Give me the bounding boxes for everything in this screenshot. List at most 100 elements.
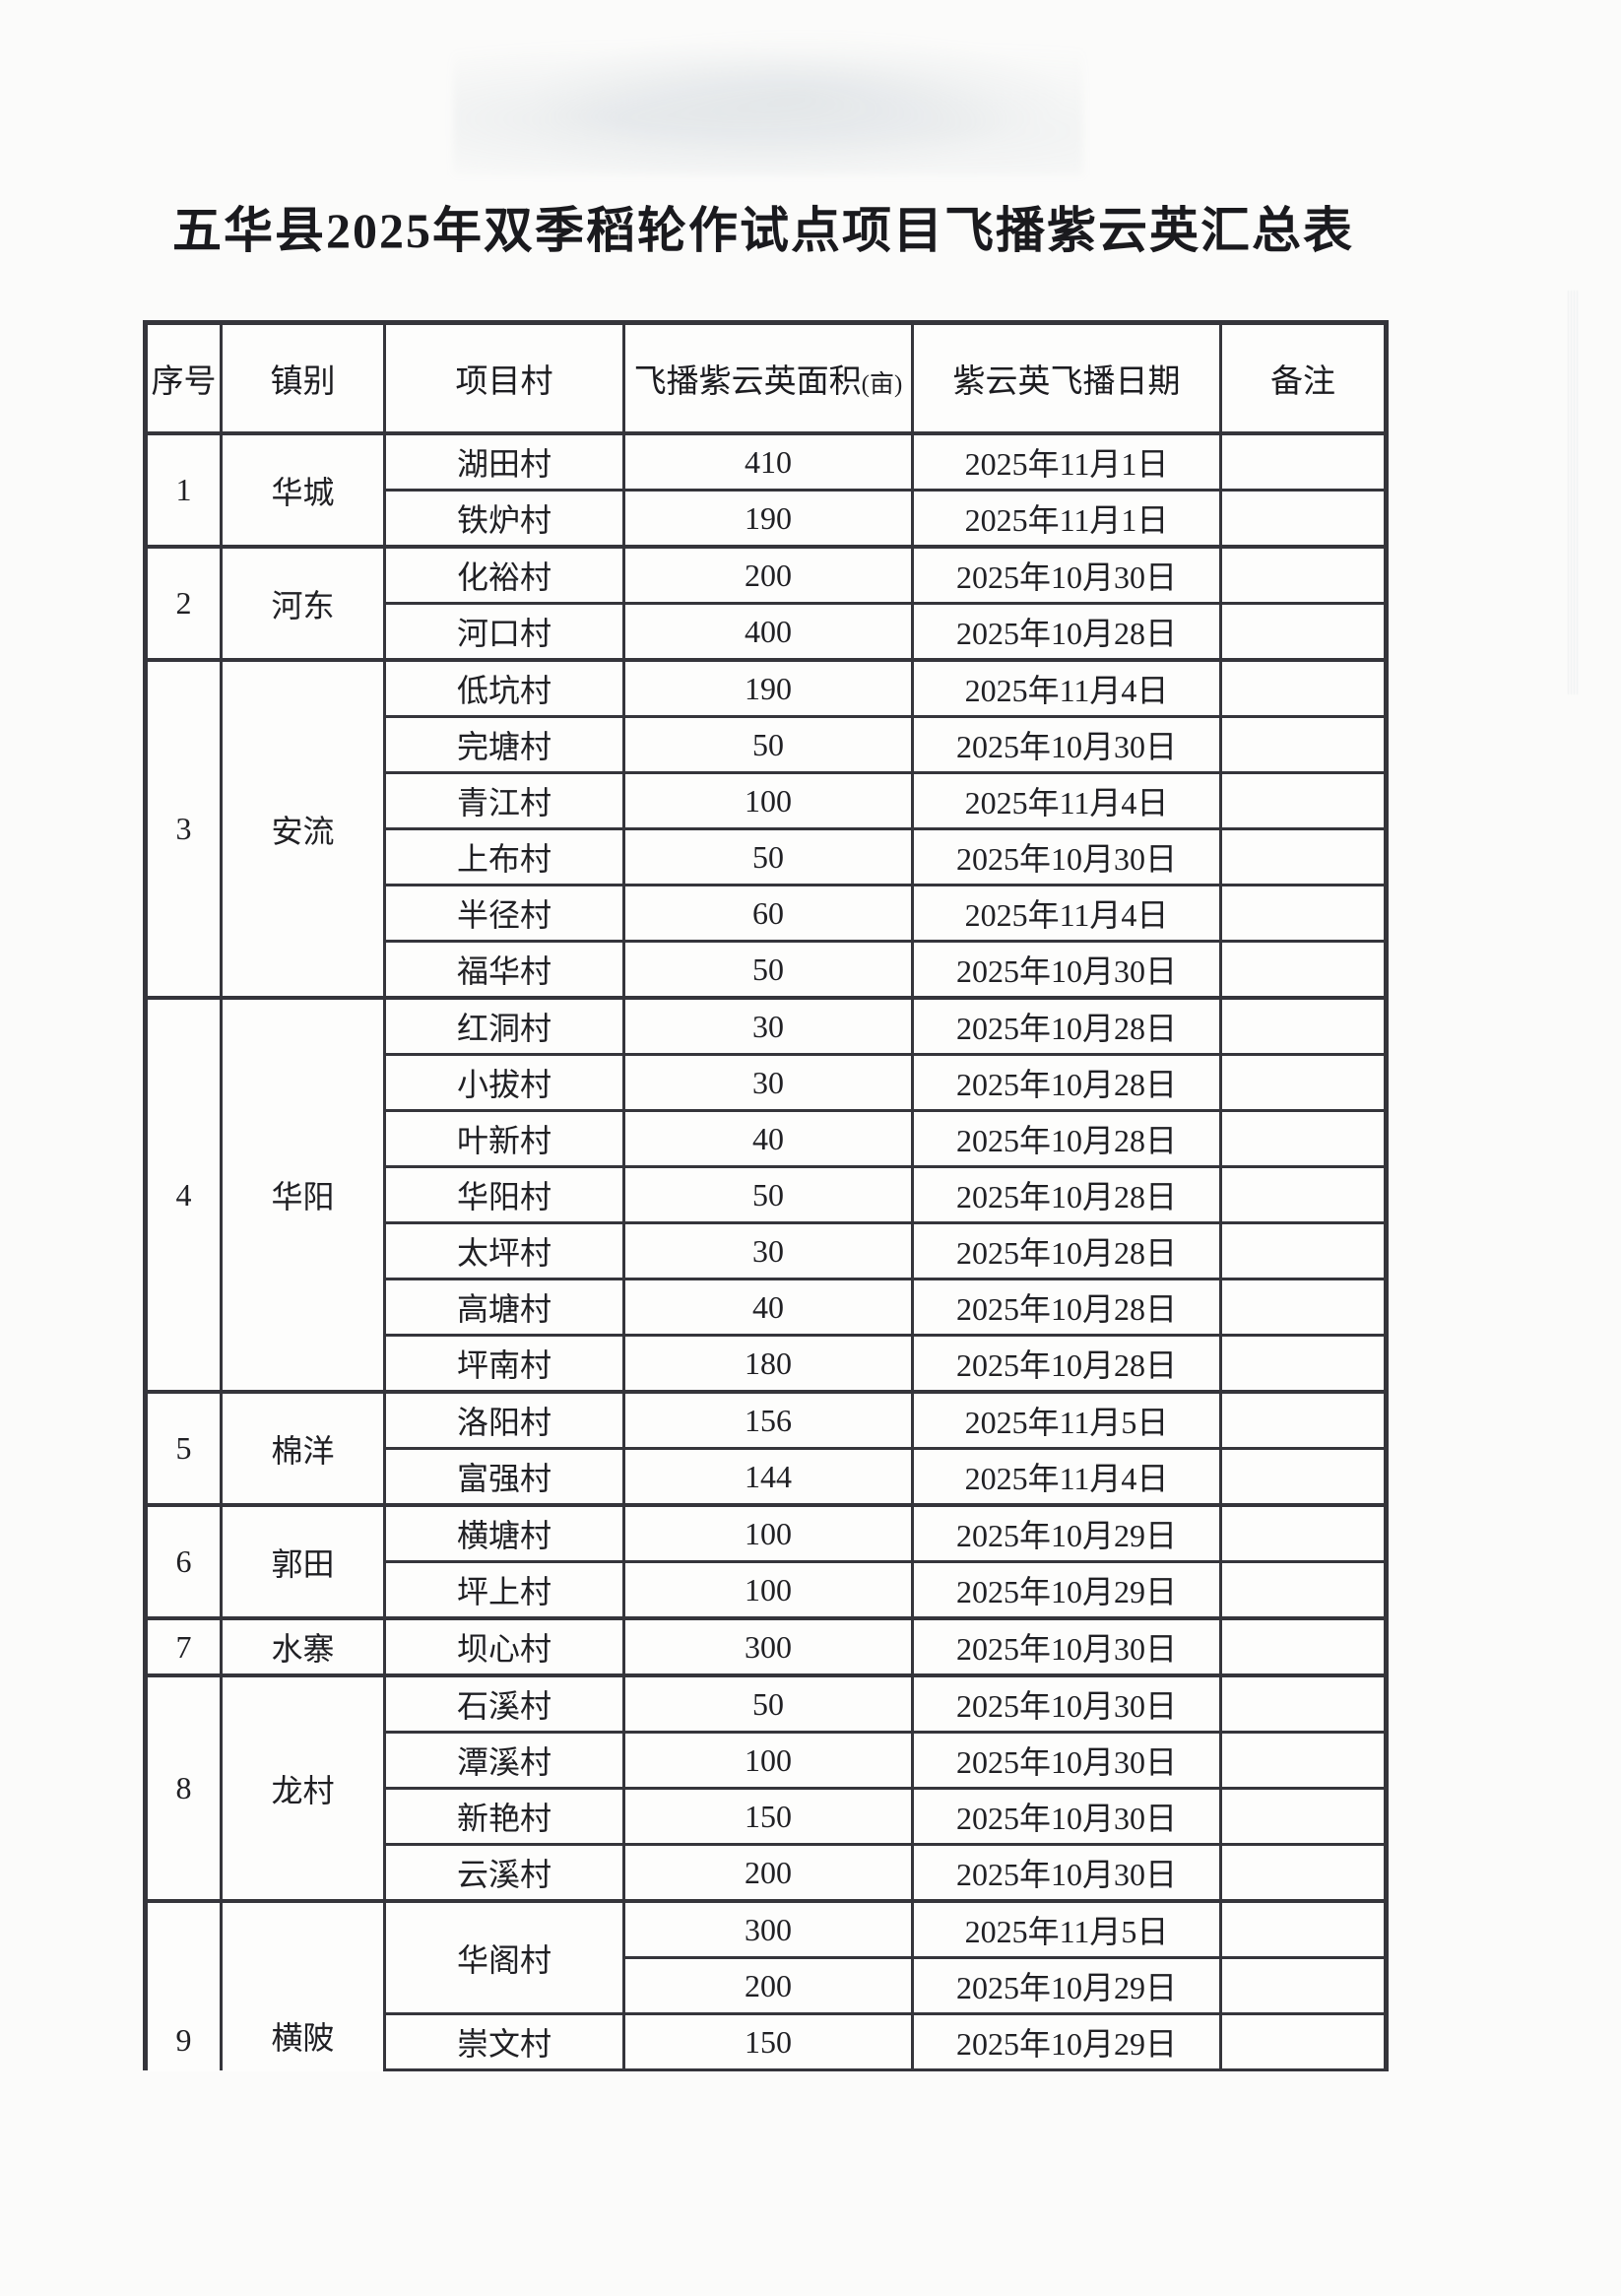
col-header-town: 镇别: [220, 320, 386, 435]
town-cell: 龙村: [220, 1673, 386, 1903]
date-cell: 2025年10月28日: [911, 1278, 1222, 1337]
area-cell: 150: [622, 1787, 914, 1846]
table-row: 5 棉洋 洛阳村 156 2025年11月5日: [143, 1390, 1389, 1507]
table-row: 叶新村 40 2025年10月28日: [146, 1109, 1389, 1168]
seq-cell: 8: [143, 1673, 223, 1903]
remark-cell: [1219, 1899, 1389, 1959]
area-cell: 144: [622, 1447, 914, 1507]
area-header-label: 飞播紫云英面积: [633, 364, 862, 400]
scan-streak-artifact: [1568, 291, 1580, 694]
area-cell: 190: [622, 658, 914, 718]
remark-cell: [1219, 1447, 1389, 1507]
seq-cell: 5: [143, 1390, 223, 1507]
date-cell: 2025年11月4日: [911, 1447, 1222, 1507]
village-cell: 坪南村: [383, 1334, 625, 1394]
area-cell: 300: [622, 1899, 914, 1959]
area-cell: 50: [622, 1673, 914, 1734]
date-cell: 2025年10月28日: [911, 1053, 1222, 1112]
village-cell: 红洞村: [383, 996, 625, 1056]
table-row: 8 龙村 石溪村 50 2025年10月30日: [143, 1673, 1389, 1903]
date-cell: 2025年10月28日: [911, 602, 1222, 662]
village-cell: 崇文村: [383, 2012, 625, 2071]
village-cell: 高塘村: [383, 1278, 625, 1337]
seq-cell: 6: [143, 1503, 223, 1620]
date-cell: 2025年11月4日: [911, 771, 1222, 830]
table-row: 福华村 50 2025年10月30日: [146, 940, 1389, 1000]
seq-cell: 3: [143, 658, 223, 1000]
remark-cell: [1219, 1109, 1389, 1168]
village-cell: 太坪村: [383, 1221, 625, 1280]
date-cell: 2025年10月29日: [911, 1503, 1222, 1563]
table-row: 2 河东 化裕村 200 2025年10月30日: [143, 545, 1389, 662]
area-cell: 100: [622, 1560, 914, 1620]
table-row: 完塘村 50 2025年10月30日: [146, 715, 1389, 774]
area-cell: 30: [622, 1221, 914, 1280]
col-header-remark: 备注: [1219, 320, 1389, 435]
date-cell: 2025年10月30日: [911, 715, 1222, 774]
area-cell: 410: [622, 431, 914, 492]
village-cell: 半径村: [383, 884, 625, 943]
town-cell: 河东: [220, 545, 386, 662]
area-cell: 200: [622, 545, 914, 605]
header-row: 序号 镇别 项目村 飞播紫云英面积(亩) 紫云英飞播日期 备注: [143, 320, 1389, 435]
date-cell: 2025年10月28日: [911, 1165, 1222, 1224]
remark-cell: [1219, 884, 1389, 943]
table-row: 6 郭田 横塘村 100 2025年10月29日: [143, 1503, 1389, 1620]
area-cell: 156: [622, 1390, 914, 1450]
col-header-area: 飞播紫云英面积(亩): [622, 320, 914, 435]
remark-cell: [1219, 1956, 1389, 2015]
area-cell: 50: [622, 827, 914, 886]
table-row: 云溪村 200 2025年10月30日: [146, 1843, 1389, 1903]
town-cell: 横陂: [220, 1899, 386, 2070]
col-header-seq: 序号: [143, 320, 223, 435]
area-cell: 400: [622, 602, 914, 662]
village-cell: 潭溪村: [383, 1731, 625, 1790]
date-cell: 2025年10月29日: [911, 1956, 1222, 2015]
date-cell: 2025年10月28日: [911, 996, 1222, 1056]
scan-bleed-artifact: [453, 28, 1083, 175]
village-cell: 叶新村: [383, 1109, 625, 1168]
remark-cell: [1219, 1278, 1389, 1337]
table-row: 半径村 60 2025年11月4日: [146, 884, 1389, 943]
remark-cell: [1219, 489, 1389, 549]
seq-cell: 4: [143, 996, 223, 1394]
area-cell: 50: [622, 715, 914, 774]
remark-cell: [1219, 431, 1389, 492]
village-cell: 华阳村: [383, 1165, 625, 1224]
date-cell: 2025年10月30日: [911, 827, 1222, 886]
area-cell: 100: [622, 771, 914, 830]
date-cell: 2025年10月30日: [911, 1616, 1222, 1677]
table-row: 4 华阳 红洞村 30 2025年10月28日: [143, 996, 1389, 1394]
seq-cell: 1: [143, 431, 223, 549]
village-cell: 云溪村: [383, 1843, 625, 1903]
remark-cell: [1219, 1390, 1389, 1450]
table-row: 200 2025年10月29日: [146, 1956, 1389, 2015]
area-cell: 200: [622, 1956, 914, 2015]
remark-cell: [1219, 1731, 1389, 1790]
town-cell: 安流: [220, 658, 386, 1000]
date-cell: 2025年10月30日: [911, 1731, 1222, 1790]
summary-table: 序号 镇别 项目村 飞播紫云英面积(亩) 紫云英飞播日期 备注 1 华城 湖田村…: [143, 320, 1389, 2071]
col-header-village: 项目村: [383, 320, 625, 435]
table-row: 新艳村 150 2025年10月30日: [146, 1787, 1389, 1846]
date-cell: 2025年10月29日: [911, 1560, 1222, 1620]
date-cell: 2025年10月28日: [911, 1334, 1222, 1394]
village-cell: 富强村: [383, 1447, 625, 1507]
table-row: 崇文村 150 2025年10月29日: [146, 2012, 1389, 2071]
area-cell: 30: [622, 996, 914, 1056]
table-row: 太坪村 30 2025年10月28日: [146, 1221, 1389, 1280]
remark-cell: [1219, 545, 1389, 605]
date-cell: 2025年11月1日: [911, 431, 1222, 492]
town-cell: 华城: [220, 431, 386, 549]
table-row: 高塘村 40 2025年10月28日: [146, 1278, 1389, 1337]
area-cell: 40: [622, 1278, 914, 1337]
remark-cell: [1219, 1503, 1389, 1563]
table-row: 潭溪村 100 2025年10月30日: [146, 1731, 1389, 1790]
date-cell: 2025年11月4日: [911, 658, 1222, 718]
seq-cell: 7: [143, 1616, 223, 1677]
village-cell: 坝心村: [383, 1616, 625, 1677]
village-cell: 横塘村: [383, 1503, 625, 1563]
date-cell: 2025年10月29日: [911, 2012, 1222, 2071]
area-cell: 100: [622, 1503, 914, 1563]
